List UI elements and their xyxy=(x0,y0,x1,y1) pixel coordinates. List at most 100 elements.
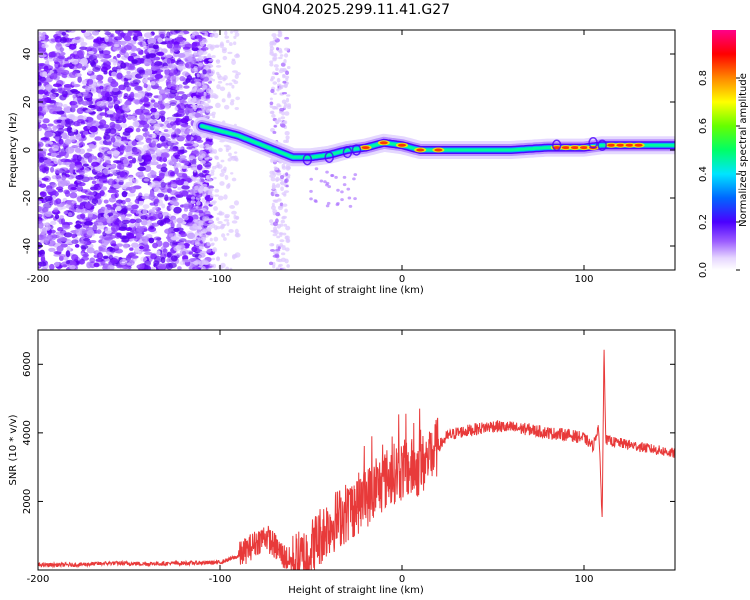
spectrogram-noise-blob xyxy=(181,71,189,77)
spectrogram-noise-blob xyxy=(103,257,111,263)
spectrogram-noise-blob xyxy=(174,167,179,175)
spectrogram-noise-blob xyxy=(197,237,202,241)
spectrogram-noise-blob xyxy=(130,91,135,99)
spectrogram-noise-blob xyxy=(134,221,140,227)
spectrogram-noise-blob xyxy=(215,45,220,48)
spectrogram-noise-blob xyxy=(124,101,132,106)
spectrogram-noise-blob xyxy=(281,216,286,220)
spectrogram-noise-blob xyxy=(56,245,64,253)
spectrogram-noise-blob xyxy=(201,153,206,158)
spectrogram-noise-blob xyxy=(177,61,186,67)
spectrogram-noise-blob xyxy=(194,142,198,146)
spectrogram-noise-blob xyxy=(131,242,139,248)
colorbar-tick-label: 0.8 xyxy=(698,70,709,86)
spectrogram-noise-blob xyxy=(54,214,60,220)
spectrogram-noise-blob xyxy=(192,135,202,142)
spectrogram-noise-blob xyxy=(55,186,64,191)
spectrogram-noise-blob xyxy=(142,127,149,132)
spectrogram-noise-blob xyxy=(148,53,157,59)
spectrogram-noise-blob xyxy=(135,127,141,133)
spectrogram-noise-blob xyxy=(78,142,85,147)
spectrogram-noise-blob xyxy=(186,197,192,203)
spectrogram-noise-blob xyxy=(110,136,116,143)
spectrogram-noise-blob xyxy=(96,229,102,234)
spectrogram-noise-blob xyxy=(232,70,238,73)
spectrogram-noise-blob xyxy=(81,160,87,164)
spectrogram-noise-blob xyxy=(38,242,43,249)
spectrogram-noise-blob xyxy=(173,246,181,252)
spectrogram-noise-blob xyxy=(223,74,228,81)
spectrogram-noise-blob xyxy=(71,55,80,60)
spectrogram-noise-blob xyxy=(199,144,205,149)
spectrogram-noise-blob xyxy=(83,221,93,226)
spectrogram-noise-blob xyxy=(156,192,165,198)
spectrogram-noise-blob xyxy=(44,211,52,217)
spectrogram-noise-blob xyxy=(40,230,46,235)
spectrogram-noise-blob xyxy=(336,188,340,192)
ridge-blip xyxy=(342,146,353,159)
spectrogram-noise-blob xyxy=(140,96,150,103)
spectrogram-noise-blob xyxy=(130,53,138,57)
spectrogram-noise-blob xyxy=(50,183,57,188)
spectrogram-noise-blob xyxy=(154,73,163,79)
spectrogram-noise-blob xyxy=(45,143,51,148)
spectrogram-noise-blob xyxy=(273,52,278,58)
spectrogram-noise-blob xyxy=(202,229,208,234)
spectrogram-noise-blob xyxy=(149,161,159,166)
spectrogram-noise-blob xyxy=(150,81,156,86)
spectrogram-noise-blob xyxy=(194,185,199,191)
spectrogram-noise-blob xyxy=(229,205,236,209)
spectrogram-noise-blob xyxy=(268,261,274,266)
snr-y-tick-label: 6000 xyxy=(22,352,33,377)
spectrogram-noise-blob xyxy=(309,189,313,193)
spectrogram-noise-blob xyxy=(61,31,67,36)
spectrogram-noise-blob xyxy=(125,227,133,231)
spectrogram-noise-blob xyxy=(71,239,79,244)
spectrogram-noise-blob xyxy=(135,134,144,141)
spectrogram-noise-blob xyxy=(230,99,235,103)
ridge-hotspot xyxy=(434,148,443,152)
spectrogram-noise-blob xyxy=(147,77,154,81)
spectrogram-noise-blob xyxy=(178,238,187,242)
snr-x-tick-label: -200 xyxy=(27,574,50,585)
spectrogram-noise-blob xyxy=(275,267,279,270)
spectrogram-noise-blob xyxy=(342,183,347,187)
spectrogram-noise-blob xyxy=(208,178,212,183)
spectrogram-noise-blob xyxy=(223,218,230,222)
spectrogram-noise-blob xyxy=(85,109,94,113)
spectrogram-noise-blob xyxy=(281,166,287,170)
spectrogram-noise-blob xyxy=(226,221,230,227)
spectrogram-noise-blob xyxy=(57,87,66,94)
spectrogram-noise-blob xyxy=(196,201,201,206)
spectrogram-noise-blob xyxy=(194,112,202,118)
spectrogram-noise-blob xyxy=(188,112,193,120)
spectrogram-noise-blob xyxy=(170,139,177,144)
spectrogram-noise-blob xyxy=(177,52,186,59)
spectrogram-noise-blob xyxy=(309,197,313,201)
spectrogram-noise-blob xyxy=(193,218,198,223)
spectrogram-noise-blob xyxy=(326,201,331,205)
spectrogram-noise-blob xyxy=(38,54,47,58)
spectrogram-noise-blob xyxy=(196,65,202,72)
spectrogram-noise-blob xyxy=(69,107,76,113)
spectrogram-noise-blob xyxy=(186,75,193,81)
spectrogram-noise-blob xyxy=(175,118,181,126)
spectrogram-noise-blob xyxy=(172,113,179,118)
spectrogram-noise-blob xyxy=(120,136,128,142)
spectrogram-noise-blob xyxy=(150,170,157,176)
spectrogram-noise-blob xyxy=(163,129,169,133)
spectrogram-noise-blob xyxy=(113,214,118,219)
spectrogram-noise-blob xyxy=(62,264,67,268)
spectrogram-noise-blob xyxy=(147,68,153,76)
spectrogram-noise-blob xyxy=(135,195,144,202)
spectrogram-noise-blob xyxy=(198,261,204,266)
spectrogram-noise-blob xyxy=(63,63,73,67)
spectrogram-noise-blob xyxy=(275,211,281,217)
spectrogram-noise-blob xyxy=(128,252,136,257)
spectrogram-noise-blob xyxy=(186,232,196,240)
spectrogram-noise-blob xyxy=(39,183,47,188)
spectrogram-ridge xyxy=(192,117,675,167)
spectrogram-noise-blob xyxy=(189,188,194,195)
spectrogram-noise-blob xyxy=(211,55,216,58)
